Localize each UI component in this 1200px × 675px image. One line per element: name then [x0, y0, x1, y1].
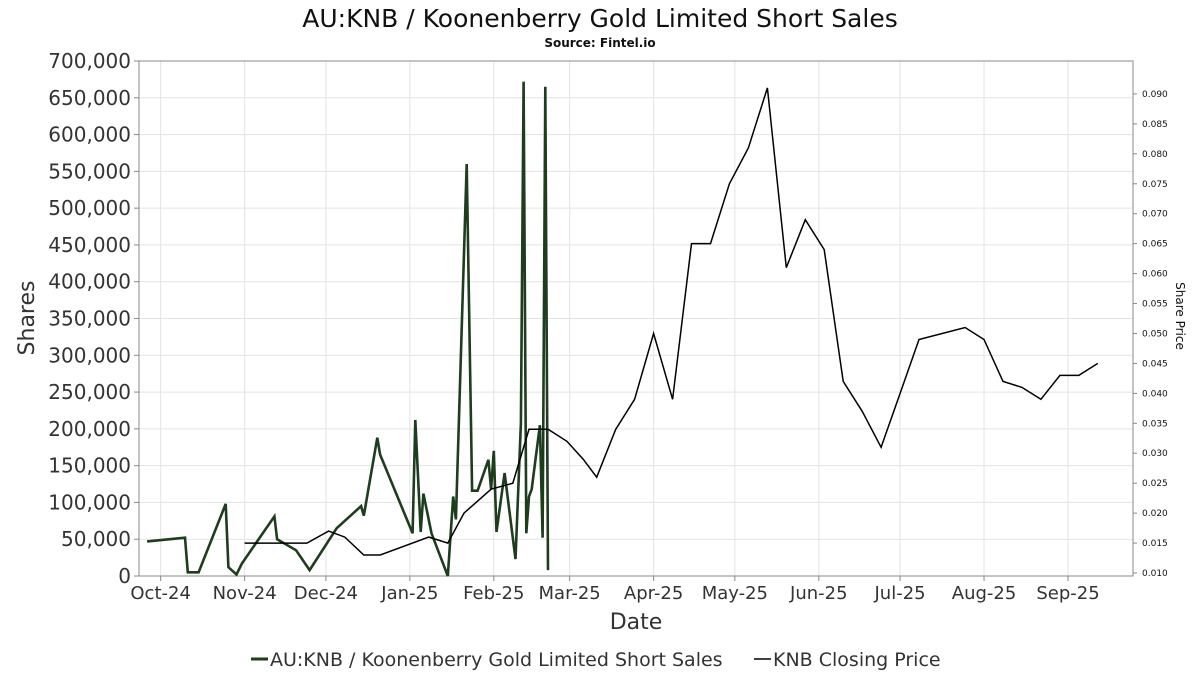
x-tick-label: Jun-25 [789, 583, 848, 604]
y-tick-label: 50,000 [61, 527, 131, 551]
y-tick-label: 200,000 [48, 417, 131, 441]
x-tick-label: Jul-25 [874, 583, 926, 604]
x-tick-label: Nov-24 [213, 583, 277, 604]
y-tick-label: 400,000 [48, 270, 131, 294]
x-tick-label: Apr-25 [624, 583, 683, 604]
y-tick-label: 500,000 [48, 196, 131, 220]
y-tick-label: 350,000 [48, 307, 131, 331]
y-tick-label: 700,000 [48, 49, 131, 73]
x-tick-label: May-25 [702, 583, 768, 604]
y2-tick-label: 0.075 [1142, 180, 1168, 190]
y-axis-label: Shares [15, 281, 40, 356]
y-tick-label: 450,000 [48, 233, 131, 257]
x-tick-label: Jan-25 [380, 583, 438, 604]
y-tick-label: 100,000 [48, 490, 131, 514]
x-axis-ticks: Oct-24 Nov-24 Dec-24 Jan-25 Feb-25 Mar-25 Apr-… [130, 576, 1100, 604]
y2-tick-label: 0.030 [1142, 449, 1168, 459]
y2-tick-label: 0.065 [1142, 240, 1168, 250]
y2-tick-label: 0.035 [1142, 419, 1168, 429]
y-tick-label: 300,000 [48, 343, 131, 367]
y2-tick-label: 0.070 [1142, 210, 1168, 220]
y2-tick-label: 0.010 [1142, 569, 1168, 579]
x-tick-label: Oct-24 [130, 583, 191, 604]
legend-label-short-sales: AU:KNB / Koonenberry Gold Limited Short … [270, 649, 723, 671]
x-tick-label: Sep-25 [1036, 583, 1099, 604]
legend-label-closing-price: KNB Closing Price [773, 649, 941, 671]
y2-tick-label: 0.085 [1142, 120, 1168, 130]
x-tick-label: Mar-25 [539, 583, 601, 604]
legend: AU:KNB / Koonenberry Gold Limited Short … [251, 649, 941, 671]
left-axis-ticks: 0 50,000 100,000 150,000 200,000 250,000 300,0… [48, 49, 139, 588]
gridlines [139, 60, 1133, 577]
y-tick-label: 600,000 [48, 123, 131, 147]
y2-tick-label: 0.060 [1142, 270, 1168, 280]
y2-axis-label: Share Price [1173, 282, 1187, 350]
y-tick-label: 650,000 [48, 86, 131, 110]
y2-tick-label: 0.055 [1142, 300, 1168, 310]
x-tick-label: Dec-24 [294, 583, 358, 604]
x-axis-label: Date [610, 610, 663, 635]
x-tick-label: Feb-25 [463, 583, 524, 604]
y2-tick-label: 0.020 [1142, 509, 1168, 519]
y2-tick-label: 0.025 [1142, 479, 1168, 489]
y2-tick-label: 0.045 [1142, 359, 1168, 369]
x-tick-label: Aug-25 [952, 583, 1017, 604]
right-axis-ticks: 0.010 0.015 0.020 0.025 0.030 0.035 0.040 0.045… [1133, 90, 1168, 579]
y2-tick-label: 0.040 [1142, 389, 1168, 399]
y2-tick-label: 0.050 [1142, 329, 1168, 339]
y2-tick-label: 0.015 [1142, 539, 1168, 549]
y-tick-label: 550,000 [48, 159, 131, 183]
closing-price-line [244, 87, 1099, 556]
chart-subtitle: Source: Fintel.io [544, 36, 655, 50]
series-layer [146, 81, 1099, 577]
y2-tick-label: 0.080 [1142, 150, 1168, 160]
y2-tick-label: 0.090 [1142, 90, 1168, 100]
chart-title: AU:KNB / Koonenberry Gold Limited Short … [302, 4, 897, 33]
y-tick-label: 0 [118, 564, 131, 588]
y-tick-label: 150,000 [48, 454, 131, 478]
y-tick-label: 250,000 [48, 380, 131, 404]
